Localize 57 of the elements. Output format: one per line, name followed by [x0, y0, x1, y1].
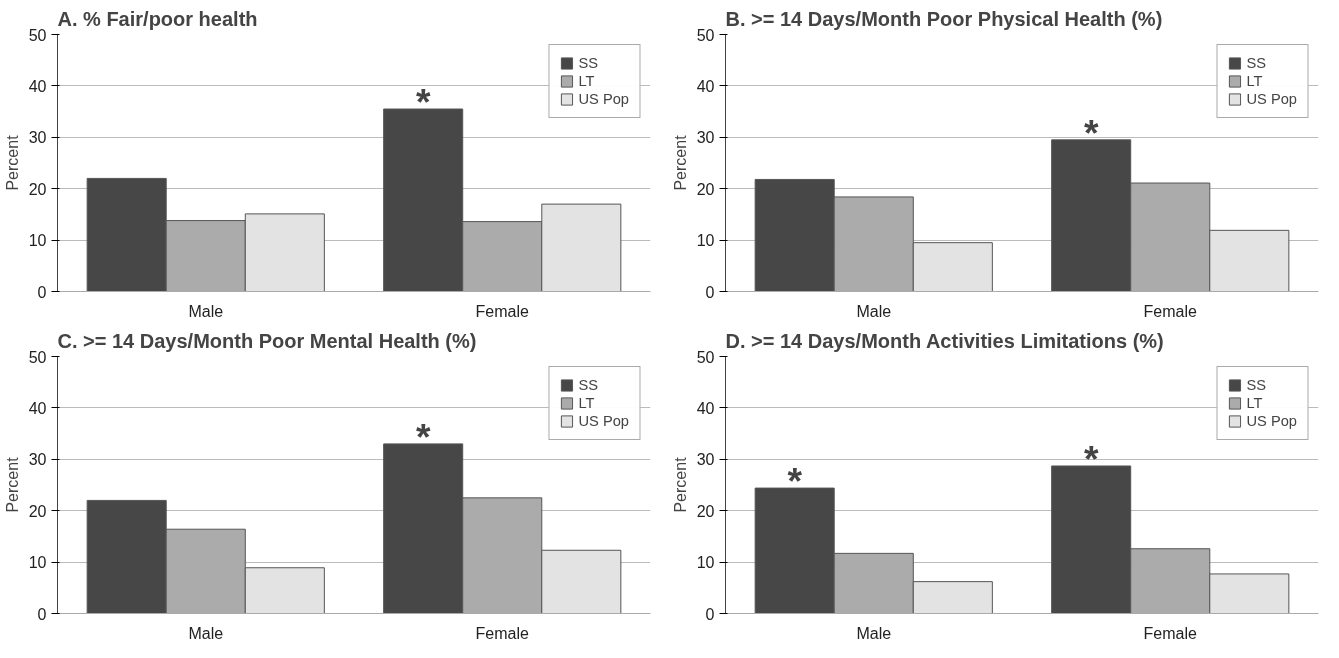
chart-title: D. >= 14 Days/Month Activities Limitations (%)	[725, 329, 1164, 352]
y-tick-label: 30	[28, 451, 47, 469]
y-tick-label: 20	[696, 180, 715, 198]
legend-label: US Pop	[1246, 413, 1297, 429]
legend-label: US Pop	[578, 91, 629, 107]
legend-label: SS	[578, 377, 599, 393]
y-tick-label: 0	[705, 283, 715, 301]
x-tick-label: Male	[188, 302, 224, 320]
annotation: *	[1083, 437, 1099, 480]
y-tick-label: 10	[28, 554, 47, 572]
legend-label: LT	[578, 73, 596, 89]
x-tick-label: Female	[475, 302, 530, 320]
y-tick-label: 0	[705, 605, 715, 623]
legend-label: LT	[1246, 73, 1264, 89]
chart-title: C. >= 14 Days/Month Poor Mental Health (%)	[57, 329, 477, 352]
y-axis-title: Percent	[671, 134, 689, 191]
y-tick-label: 20	[696, 502, 715, 520]
y-tick-label: 30	[696, 129, 715, 147]
y-tick-label: 10	[696, 232, 715, 250]
y-tick-label: 50	[28, 26, 47, 44]
y-axis-title: Percent	[3, 456, 21, 513]
y-tick-label: 30	[28, 129, 47, 147]
chart-title: A. % Fair/poor health	[57, 7, 258, 30]
x-tick-label: Female	[475, 624, 530, 642]
y-tick-label: 50	[28, 348, 47, 366]
y-tick-label: 10	[28, 232, 47, 250]
y-tick-label: 40	[696, 399, 715, 417]
annotation: *	[415, 415, 431, 458]
annotation: *	[787, 460, 803, 503]
chart-title: B. >= 14 Days/Month Poor Physical Health (%)	[725, 7, 1163, 30]
y-tick-label: 40	[28, 77, 47, 95]
y-tick-label: 20	[28, 180, 47, 198]
y-tick-label: 30	[696, 451, 715, 469]
legend-label: LT	[1246, 395, 1264, 411]
y-axis-title: Percent	[671, 456, 689, 513]
x-tick-label: Male	[856, 302, 892, 320]
x-tick-label: Female	[1143, 624, 1198, 642]
annotation: *	[1083, 111, 1099, 154]
legend-label: US Pop	[578, 413, 629, 429]
x-tick-label: Male	[188, 624, 224, 642]
legend-label: SS	[578, 55, 599, 71]
legend-label: US Pop	[1246, 91, 1297, 107]
legend-label: LT	[578, 395, 596, 411]
y-tick-label: 40	[696, 77, 715, 95]
legend-label: SS	[1246, 55, 1267, 71]
y-tick-label: 50	[696, 348, 715, 366]
y-axis-title: Percent	[3, 134, 21, 191]
y-tick-label: 0	[37, 605, 47, 623]
y-tick-label: 10	[696, 554, 715, 572]
legend-label: SS	[1246, 377, 1267, 393]
y-tick-label: 20	[28, 502, 47, 520]
y-tick-label: 40	[28, 399, 47, 417]
annotation: *	[415, 81, 431, 124]
x-tick-label: Male	[856, 624, 892, 642]
x-tick-label: Female	[1143, 302, 1198, 320]
y-tick-label: 0	[37, 283, 47, 301]
y-tick-label: 50	[696, 26, 715, 44]
